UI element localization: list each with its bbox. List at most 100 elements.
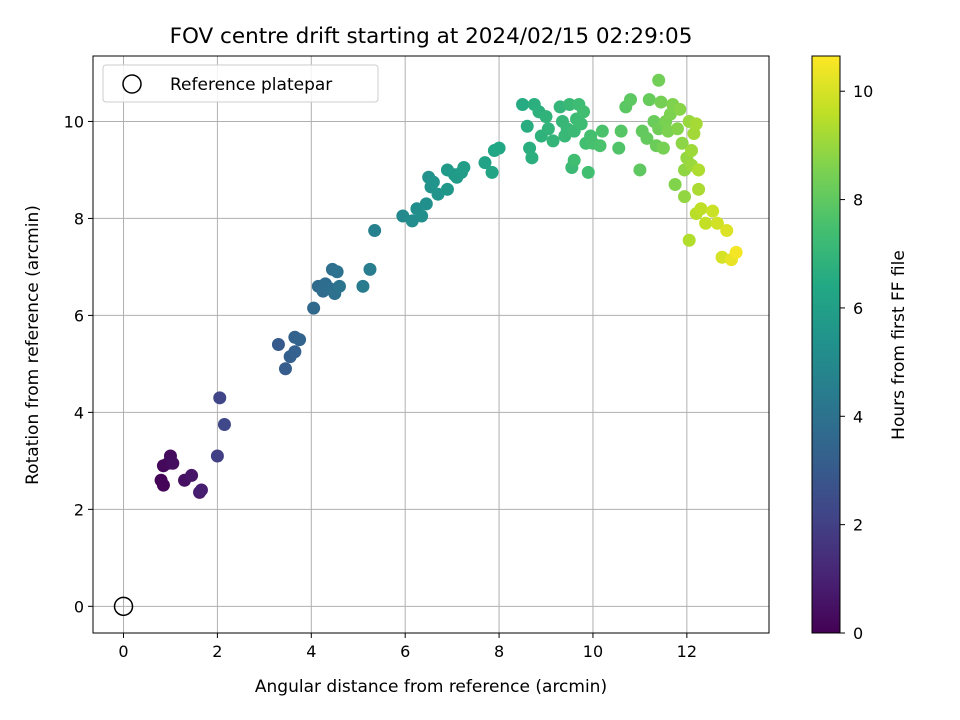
legend-label: Reference platepar: [170, 75, 332, 95]
data-point: [642, 93, 656, 107]
data-point: [419, 197, 433, 211]
colorbar-tick-label: 8: [853, 191, 863, 210]
grid-lines: [93, 56, 769, 633]
data-point: [678, 190, 691, 204]
data-point: [415, 209, 429, 223]
colorbar: 0 2 4 6 8 10 Hours from first FF file: [811, 55, 909, 643]
data-point: [670, 122, 684, 136]
data-point: [330, 265, 344, 279]
data-point: [689, 117, 703, 131]
data-point: [668, 177, 682, 191]
legend-box: [102, 64, 379, 103]
data-point: [624, 93, 638, 107]
x-axis-ticks: 0 2 4 6 8 10 12: [118, 633, 697, 661]
data-point: [581, 165, 595, 179]
y-tick-label: 4: [74, 403, 84, 422]
data-point: [640, 131, 654, 145]
data-point: [332, 279, 346, 293]
data-point: [685, 144, 699, 158]
x-axis-label: Angular distance from reference (arcmin): [255, 677, 607, 697]
data-points: [154, 73, 743, 499]
plot-frame: [92, 55, 770, 634]
data-point: [166, 456, 180, 470]
data-point: [271, 338, 285, 351]
y-tick-label: 2: [74, 500, 84, 519]
data-point: [694, 202, 708, 216]
data-point: [577, 105, 591, 119]
data-point: [307, 301, 321, 315]
data-point: [293, 333, 307, 347]
x-tick-label: 10: [583, 642, 603, 661]
data-point: [457, 161, 471, 175]
y-tick-label: 10: [64, 112, 84, 131]
colorbar-tick-label: 10: [853, 82, 873, 101]
data-point: [541, 122, 555, 136]
data-point: [687, 127, 701, 141]
data-point: [593, 139, 607, 153]
data-point: [523, 141, 537, 155]
colorbar-label: Hours from first FF file: [889, 250, 909, 440]
data-point: [288, 345, 302, 359]
colorbar-tick-label: 2: [853, 516, 863, 535]
y-tick-label: 6: [74, 306, 84, 325]
data-point: [440, 182, 454, 196]
data-point: [612, 141, 626, 155]
data-point: [675, 136, 689, 150]
data-point: [520, 119, 534, 133]
colorbar-tick-label: 6: [853, 299, 863, 318]
chart-title: FOV centre drift starting at 2024/02/15 …: [170, 24, 693, 49]
x-tick-label: 0: [118, 642, 128, 661]
y-tick-label: 8: [74, 209, 84, 228]
data-point: [525, 151, 539, 165]
data-point: [356, 279, 370, 293]
data-point: [363, 262, 377, 276]
data-point: [710, 216, 724, 230]
data-point: [595, 124, 609, 138]
x-tick-label: 6: [400, 642, 410, 661]
data-point: [656, 141, 670, 155]
data-point: [185, 468, 199, 482]
colorbar-gradient: [811, 55, 841, 634]
data-point: [567, 153, 581, 167]
data-point: [614, 124, 628, 138]
y-axis-ticks: 0 2 4 6 8 10: [64, 112, 93, 616]
colorbar-tick-label: 4: [853, 407, 863, 426]
data-point: [368, 224, 382, 238]
data-point: [692, 163, 706, 177]
data-point: [210, 449, 224, 463]
data-point: [478, 156, 492, 170]
data-point: [426, 175, 440, 189]
data-point: [699, 216, 713, 230]
data-point: [485, 165, 499, 179]
legend: Reference platepar: [102, 64, 379, 103]
data-point: [574, 117, 588, 131]
data-point: [720, 224, 734, 238]
x-tick-label: 4: [306, 642, 316, 661]
data-point: [546, 134, 560, 148]
data-point: [652, 73, 666, 87]
x-tick-label: 2: [212, 642, 222, 661]
x-tick-label: 8: [494, 642, 504, 661]
data-point: [682, 233, 696, 247]
data-point: [729, 245, 743, 259]
data-point: [217, 418, 231, 432]
x-tick-label: 12: [677, 642, 697, 661]
data-point: [562, 97, 576, 111]
reference-marker: [113, 596, 134, 617]
data-point: [278, 362, 292, 376]
colorbar-tick-label: 0: [853, 624, 863, 643]
data-point: [492, 141, 506, 155]
data-point: [654, 95, 668, 109]
data-point: [213, 391, 227, 405]
data-point: [673, 102, 687, 116]
data-point: [194, 483, 208, 497]
data-point: [692, 182, 706, 196]
y-tick-label: 0: [74, 597, 84, 616]
y-axis-label: Rotation from reference (arcmin): [23, 205, 43, 485]
data-point: [633, 163, 647, 177]
colorbar-ticks: 0 2 4 6 8 10: [840, 82, 873, 643]
data-point: [539, 110, 553, 124]
legend-marker: [122, 74, 142, 94]
data-point: [156, 478, 170, 492]
